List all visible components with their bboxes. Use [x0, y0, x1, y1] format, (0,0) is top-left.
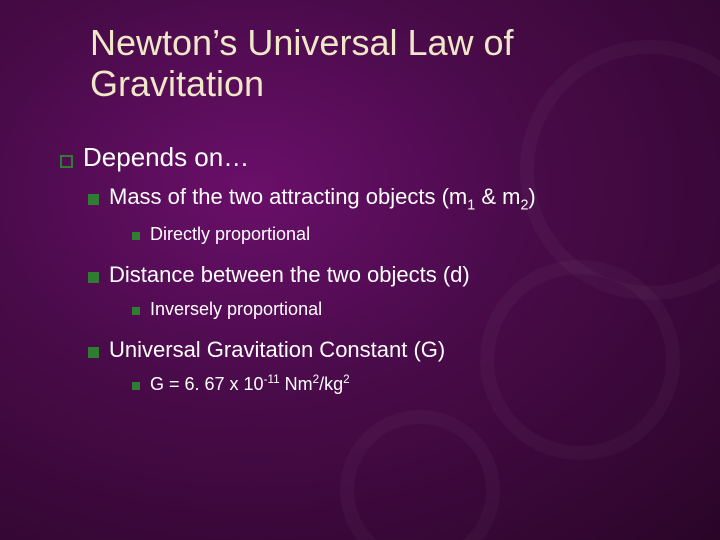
bullet-level-3: Directly proportional	[132, 220, 690, 249]
bullet-icon	[132, 307, 140, 315]
bullet-text: G = 6. 67 x 10-11 Nm2/kg2	[150, 370, 690, 399]
text-fragment: & m	[475, 184, 520, 209]
bullet-icon	[88, 272, 99, 283]
bullet-text: Universal Gravitation Constant (G)	[109, 334, 690, 366]
text-fragment: /kg	[319, 374, 343, 394]
text-fragment: Mass of the two attracting objects (m	[109, 184, 467, 209]
bullet-text: Inversely proportional	[150, 295, 690, 324]
bullet-text: Distance between the two objects (d)	[109, 259, 690, 291]
bullet-text: Depends on…	[83, 140, 690, 175]
slide-title: Newton’s Universal Law of Gravitation	[90, 22, 690, 105]
bullet-text: Mass of the two attracting objects (m1 &…	[109, 181, 690, 216]
text-fragment: G = 6. 67 x 10	[150, 374, 264, 394]
text-fragment: )	[528, 184, 535, 209]
bullet-level-3: G = 6. 67 x 10-11 Nm2/kg2	[132, 370, 690, 399]
superscript: -11	[264, 373, 280, 386]
text-fragment: Nm	[280, 374, 313, 394]
bullet-text: Directly proportional	[150, 220, 690, 249]
text-fragment: Universal Gravitation Constant (G)	[109, 337, 445, 362]
bullet-level-1: Depends on…	[60, 140, 690, 175]
bullet-icon	[132, 382, 140, 390]
bullet-level-2: Mass of the two attracting objects (m1 &…	[88, 181, 690, 216]
slide: Newton’s Universal Law of Gravitation De…	[0, 0, 720, 540]
bullet-icon	[60, 155, 73, 168]
bullet-icon	[88, 194, 99, 205]
text-fragment: Distance between the two objects (d)	[109, 262, 470, 287]
slide-body: Depends on… Mass of the two attracting o…	[60, 140, 690, 408]
bullet-level-3: Inversely proportional	[132, 295, 690, 324]
superscript: 2	[343, 373, 350, 386]
bullet-level-2: Distance between the two objects (d)	[88, 259, 690, 291]
bullet-icon	[88, 347, 99, 358]
bullet-level-2: Universal Gravitation Constant (G)	[88, 334, 690, 366]
gear-watermark	[340, 410, 500, 540]
bullet-icon	[132, 232, 140, 240]
